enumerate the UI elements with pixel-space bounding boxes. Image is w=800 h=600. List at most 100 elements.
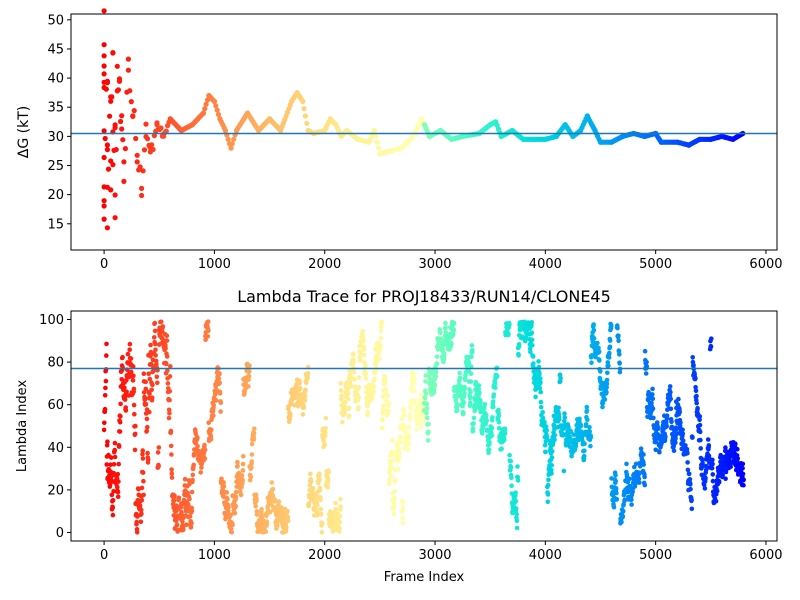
- lambda-point: [387, 478, 392, 483]
- lambda-point: [642, 474, 647, 480]
- lambda-point: [249, 452, 255, 457]
- lambda-point: [627, 476, 632, 482]
- lambda-point: [118, 401, 123, 407]
- lambda-point: [141, 390, 147, 395]
- lambda-point: [388, 464, 394, 469]
- lambda-point: [514, 511, 519, 517]
- lambda-point: [171, 498, 177, 504]
- lambda-point: [561, 468, 567, 474]
- lambda-point: [481, 425, 486, 430]
- lambda-point: [710, 472, 716, 477]
- lambda-point: [515, 464, 520, 469]
- lambda-point: [191, 451, 197, 457]
- lambda-point: [206, 420, 211, 426]
- lambda-point: [140, 456, 146, 461]
- lambda-point: [421, 415, 426, 420]
- lambda-point: [189, 508, 195, 514]
- lambda-point: [703, 467, 709, 473]
- lambda-point: [108, 462, 113, 468]
- lambda-point: [333, 507, 339, 512]
- lambda-point: [230, 522, 235, 528]
- lambda-point: [400, 501, 405, 506]
- delta-g-point: [113, 147, 119, 153]
- lambda-point: [167, 374, 173, 379]
- lambda-point: [597, 358, 602, 363]
- lambda-point: [150, 382, 155, 388]
- lambda-point: [607, 350, 612, 356]
- lambda-point: [153, 347, 158, 353]
- lambda-point: [151, 368, 156, 374]
- lambda-point: [152, 320, 158, 326]
- lambda-point: [471, 415, 477, 421]
- lambda-point: [741, 477, 746, 483]
- lambda-point: [134, 530, 140, 535]
- delta-g-point: [144, 136, 151, 142]
- delta-g-point: [104, 80, 110, 86]
- y-tick-label: 25: [47, 159, 64, 174]
- lambda-point: [545, 482, 551, 488]
- lambda-point: [514, 525, 520, 531]
- y-tick-label: 80: [47, 356, 64, 371]
- lambda-point: [710, 461, 715, 467]
- lambda-point: [476, 386, 482, 392]
- lambda-point: [284, 525, 289, 530]
- lambda-point: [689, 506, 695, 512]
- lambda-point: [267, 509, 273, 515]
- lambda-point: [669, 419, 674, 425]
- lambda-point: [650, 406, 656, 412]
- lambda-point: [378, 328, 384, 334]
- lambda-point: [158, 319, 164, 325]
- lambda-point: [487, 440, 492, 445]
- lambda-point: [545, 492, 551, 497]
- lambda-point: [338, 381, 344, 386]
- lambda-point: [120, 354, 125, 360]
- lambda-point: [379, 425, 385, 431]
- lambda-point: [317, 488, 323, 493]
- lambda-point: [583, 422, 589, 427]
- lambda-point: [573, 437, 578, 443]
- delta-g-point: [300, 98, 306, 104]
- lambda-point: [591, 322, 596, 327]
- lambda-point: [187, 496, 192, 502]
- y-tick-label: 40: [47, 72, 64, 87]
- lambda-point: [174, 522, 180, 528]
- lambda-point: [584, 408, 590, 413]
- lambda-point: [424, 401, 430, 407]
- lambda-point: [515, 474, 521, 480]
- delta-g-point: [163, 128, 169, 134]
- lambda-point: [482, 402, 488, 407]
- lambda-point: [605, 360, 611, 365]
- lambda-point: [346, 405, 352, 411]
- lambda-point: [352, 376, 357, 382]
- lambda-point: [581, 453, 587, 459]
- delta-g-point: [134, 159, 140, 165]
- lambda-point: [606, 355, 612, 360]
- lambda-point: [140, 451, 145, 457]
- delta-g-point: [375, 145, 382, 151]
- lambda-point: [249, 465, 254, 470]
- delta-g-point: [139, 192, 145, 199]
- lambda-point: [463, 377, 468, 383]
- lambda-point: [611, 504, 617, 510]
- lambda-point: [383, 379, 388, 385]
- lambda-point: [371, 389, 376, 395]
- lambda-point: [305, 371, 311, 376]
- lambda-point: [622, 497, 628, 503]
- lambda-point: [203, 337, 208, 343]
- lambda-point: [562, 411, 567, 416]
- lambda-point: [604, 385, 609, 390]
- lambda-point: [654, 420, 660, 425]
- lambda-point: [281, 511, 286, 517]
- lambda-point: [153, 341, 158, 347]
- lambda-point: [235, 464, 240, 469]
- lambda-point: [392, 489, 398, 494]
- lambda-point: [426, 429, 431, 435]
- lambda-point: [467, 395, 473, 401]
- lambda-point: [337, 525, 342, 531]
- lambda-point: [189, 520, 194, 526]
- lambda-point: [624, 461, 629, 467]
- y-tick-label: 35: [47, 101, 64, 116]
- lambda-point: [454, 408, 460, 413]
- lambda-point: [172, 493, 177, 498]
